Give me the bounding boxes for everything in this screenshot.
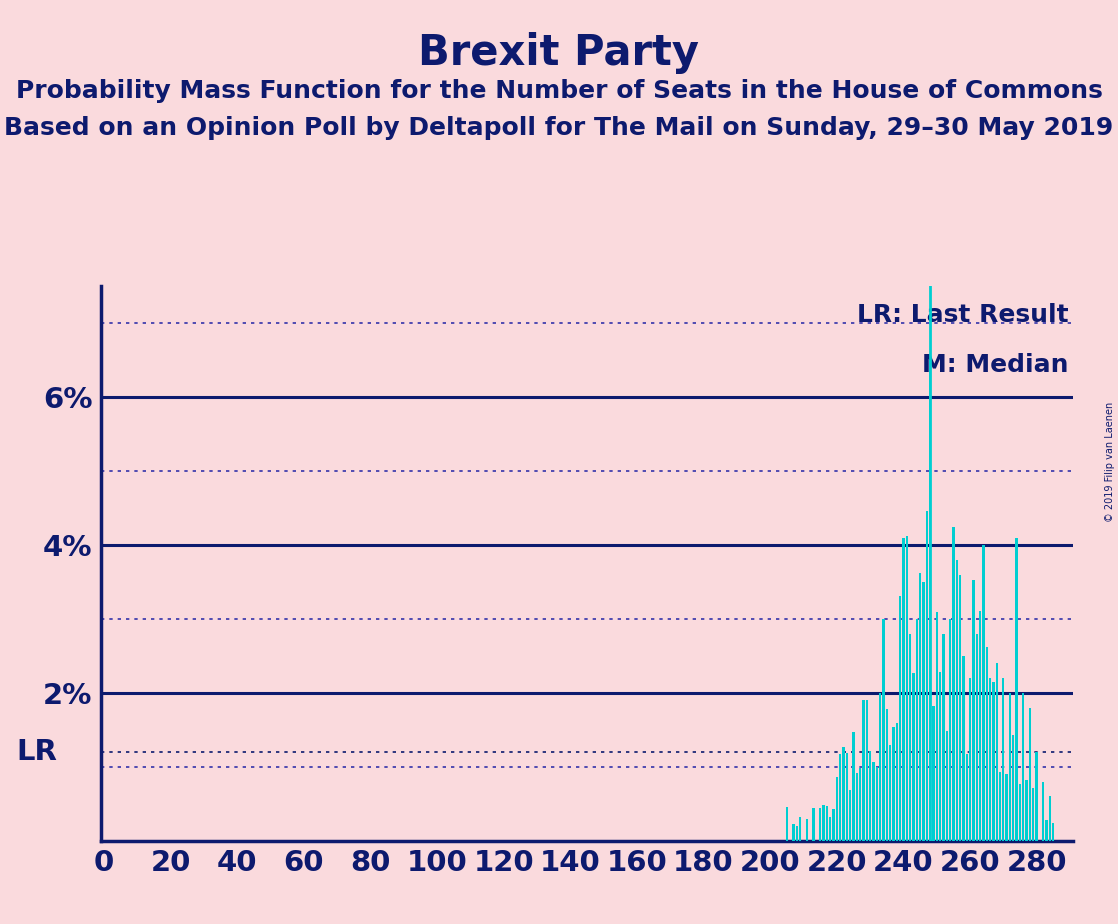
Bar (909, 634, 911, 841)
Bar (828, 817, 832, 841)
Bar (1042, 782, 1044, 841)
Bar (1025, 780, 1027, 841)
Bar (796, 826, 798, 841)
Bar (902, 538, 904, 841)
Bar (862, 700, 864, 841)
Bar (835, 777, 838, 841)
Bar (872, 762, 874, 841)
Bar (1012, 735, 1014, 841)
Bar (995, 663, 998, 841)
Text: Brexit Party: Brexit Party (418, 32, 700, 74)
Bar (906, 536, 908, 841)
Bar (832, 809, 835, 841)
Bar (799, 817, 802, 841)
Bar (1022, 693, 1024, 841)
Bar (936, 612, 938, 841)
Bar (1015, 538, 1017, 841)
Bar (849, 789, 851, 841)
Bar (813, 808, 815, 841)
Bar (869, 751, 871, 841)
Bar (806, 820, 808, 841)
Bar (1032, 788, 1034, 841)
Text: M: Median: M: Median (922, 353, 1069, 377)
Bar (896, 723, 898, 841)
Bar (985, 647, 988, 841)
Bar (1035, 752, 1038, 841)
Bar (899, 596, 901, 841)
Bar (969, 678, 972, 841)
Bar (929, 360, 931, 841)
Bar (919, 574, 921, 841)
Bar (1052, 822, 1054, 841)
Bar (973, 580, 975, 841)
Bar (922, 582, 925, 841)
Bar (786, 807, 788, 841)
Bar (1045, 820, 1048, 841)
Bar (959, 576, 961, 841)
Text: Based on an Opinion Poll by Deltapoll for The Mail on Sunday, 29–30 May 2019: Based on an Opinion Poll by Deltapoll fo… (4, 116, 1114, 140)
Bar (865, 700, 868, 841)
Bar (879, 693, 881, 841)
Bar (819, 808, 822, 841)
Bar (916, 619, 918, 841)
Bar (855, 772, 858, 841)
Bar (988, 678, 992, 841)
Text: © 2019 Filip van Laenen: © 2019 Filip van Laenen (1106, 402, 1115, 522)
Bar (842, 748, 844, 841)
Bar (822, 805, 825, 841)
Bar (859, 769, 861, 841)
Bar (1005, 774, 1007, 841)
Bar (953, 528, 955, 841)
Bar (793, 823, 795, 841)
Bar (966, 754, 968, 841)
Bar (949, 619, 951, 841)
Bar (1029, 708, 1031, 841)
Bar (889, 745, 891, 841)
Bar (852, 732, 854, 841)
Bar (963, 656, 965, 841)
Bar (983, 545, 985, 841)
Bar (1018, 784, 1021, 841)
Bar (875, 767, 878, 841)
Bar (926, 512, 928, 841)
Bar (979, 611, 982, 841)
Text: LR: Last Result: LR: Last Result (856, 303, 1069, 327)
Text: LR: LR (16, 738, 57, 766)
Bar (932, 706, 935, 841)
Bar (939, 673, 941, 841)
Text: Probability Mass Function for the Number of Seats in the House of Commons: Probability Mass Function for the Number… (16, 79, 1102, 103)
Bar (956, 560, 958, 841)
Bar (992, 682, 995, 841)
Bar (825, 806, 828, 841)
Bar (885, 710, 888, 841)
Bar (998, 772, 1001, 841)
Bar (1002, 678, 1004, 841)
Bar (1049, 796, 1051, 841)
Bar (946, 731, 948, 841)
Bar (1008, 693, 1011, 841)
Bar (882, 619, 884, 841)
Bar (892, 727, 894, 841)
Bar (838, 754, 841, 841)
Bar (912, 674, 915, 841)
Bar (845, 753, 847, 841)
Bar (942, 634, 945, 841)
Bar (976, 634, 978, 841)
